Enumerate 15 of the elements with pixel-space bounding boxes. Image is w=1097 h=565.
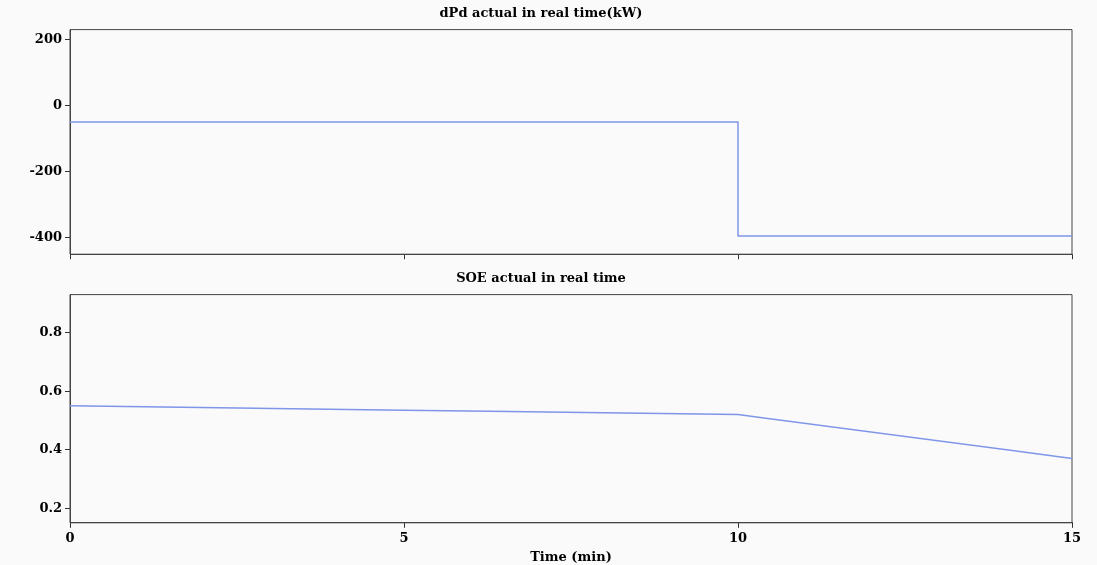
x-tick-label: 0 xyxy=(65,529,75,545)
y-tick-label: 0 xyxy=(52,96,62,112)
y-tick-label: -200 xyxy=(29,163,62,178)
x-tick-label: 5 xyxy=(399,529,409,545)
y-tick-label: -400 xyxy=(29,229,62,245)
y-tick-label: 200 xyxy=(34,30,62,46)
y-tick-label: 0.8 xyxy=(39,324,62,340)
x-tick-label: 10 xyxy=(728,529,748,545)
x-axis-title: Time (min) xyxy=(530,548,612,564)
x-tick-label: 15 xyxy=(1062,529,1082,545)
y-tick-label: 0.6 xyxy=(39,382,62,398)
chart-title: SOE actual in real time xyxy=(456,270,626,286)
chart-title: dPd actual in real time(kW) xyxy=(439,5,643,21)
y-tick-label: 0.2 xyxy=(39,499,62,515)
y-tick-label: 0.4 xyxy=(39,441,62,457)
